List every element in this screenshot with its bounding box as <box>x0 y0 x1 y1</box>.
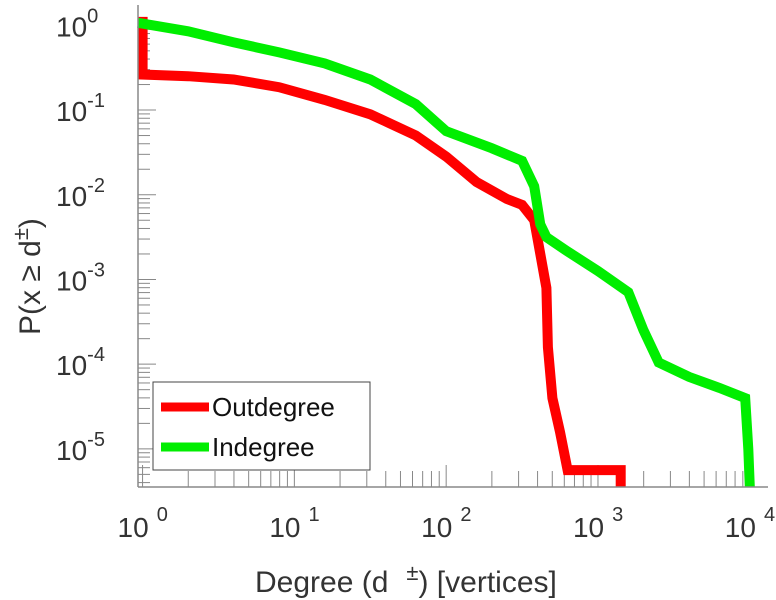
y-tick-label: 10-2 <box>56 175 105 212</box>
series-layer <box>137 16 755 488</box>
axes-frame <box>137 5 768 488</box>
legend-label-indegree: Indegree <box>212 432 315 462</box>
x-tick-label: 10 0 <box>118 504 168 543</box>
y-tick-label: 10-5 <box>56 429 105 466</box>
series-indegree <box>137 17 755 488</box>
x-tick-label: 10 1 <box>269 504 319 543</box>
y-axis-title: P(x ≥ d±) <box>8 218 47 335</box>
y-tick-label: 10-1 <box>56 90 105 127</box>
x-tick-label: 10 4 <box>725 504 775 543</box>
minor-ticks <box>138 24 751 487</box>
series-outdegree <box>137 16 626 487</box>
x-axis-title: Degree (d ±) [vertices] <box>255 560 557 599</box>
y-tick-label: 10-4 <box>56 344 105 381</box>
legend-box <box>152 381 371 471</box>
legend-label-outdegree: Outdegree <box>212 392 335 422</box>
y-tick-label: 100 <box>56 5 98 42</box>
legend: Outdegree Indegree <box>152 381 371 471</box>
tick-labels: 100 10-1 10-2 10-3 10-4 10-5 10 0 10 1 10 2 10 3 10 4 <box>56 5 775 543</box>
x-tick-label: 10 2 <box>421 504 471 543</box>
y-tick-label: 10-3 <box>56 259 105 296</box>
x-tick-label: 10 3 <box>573 504 623 543</box>
